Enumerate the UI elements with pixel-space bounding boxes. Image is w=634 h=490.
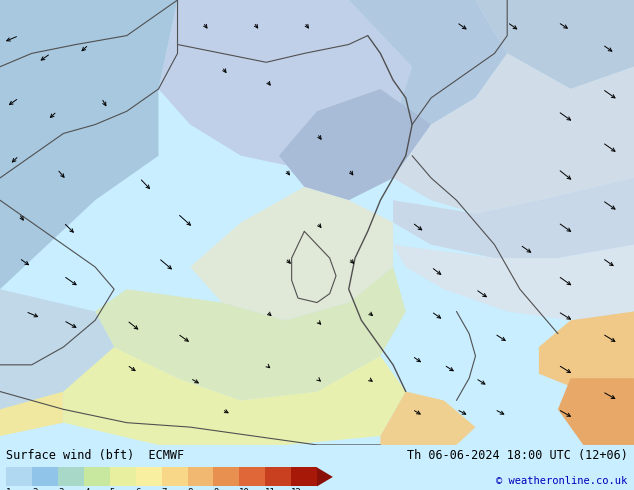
Text: 4: 4 (84, 488, 89, 490)
Bar (214, 467, 239, 487)
Bar (6, 467, 32, 487)
Bar (240, 467, 265, 487)
Polygon shape (279, 89, 431, 200)
Polygon shape (476, 0, 634, 89)
Bar (291, 467, 317, 487)
Polygon shape (393, 53, 634, 214)
Bar (58, 467, 84, 487)
Text: © weatheronline.co.uk: © weatheronline.co.uk (496, 476, 628, 487)
Text: 7: 7 (162, 488, 167, 490)
Bar (265, 467, 291, 487)
Text: 11: 11 (265, 488, 276, 490)
Text: 3: 3 (58, 488, 63, 490)
Polygon shape (190, 187, 393, 320)
Text: 1: 1 (6, 488, 11, 490)
Polygon shape (317, 467, 333, 487)
Bar (136, 467, 162, 487)
Text: 2: 2 (32, 488, 37, 490)
Polygon shape (380, 392, 476, 445)
Polygon shape (95, 267, 406, 400)
Polygon shape (0, 0, 178, 289)
Polygon shape (393, 178, 634, 258)
Bar (162, 467, 188, 487)
Polygon shape (0, 334, 63, 436)
Polygon shape (539, 312, 634, 392)
Polygon shape (0, 289, 114, 445)
Polygon shape (349, 0, 507, 124)
Polygon shape (558, 378, 634, 445)
Text: 5: 5 (110, 488, 115, 490)
Polygon shape (393, 245, 634, 320)
Polygon shape (158, 0, 412, 169)
Text: 8: 8 (188, 488, 193, 490)
Text: 12: 12 (291, 488, 302, 490)
Bar (84, 467, 110, 487)
Bar (188, 467, 214, 487)
Text: Surface wind (bft)  ECMWF: Surface wind (bft) ECMWF (6, 448, 184, 462)
Bar (110, 467, 136, 487)
Text: 6: 6 (136, 488, 141, 490)
Text: 10: 10 (240, 488, 250, 490)
Polygon shape (63, 334, 406, 445)
Bar (32, 467, 58, 487)
Text: Th 06-06-2024 18:00 UTC (12+06): Th 06-06-2024 18:00 UTC (12+06) (407, 448, 628, 462)
Text: 9: 9 (214, 488, 219, 490)
